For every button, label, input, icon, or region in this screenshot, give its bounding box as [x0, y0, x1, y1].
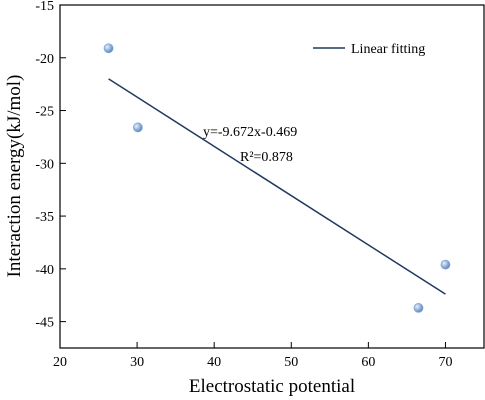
y-tick-label: -20 [35, 52, 54, 67]
point [440, 259, 451, 270]
point [103, 43, 114, 54]
y-tick-label: -25 [35, 105, 54, 120]
y-tick-label: -30 [35, 157, 54, 172]
plot-frame [59, 4, 485, 349]
y-axis-label: Interaction energy(kJ/mol) [4, 75, 25, 278]
point [413, 302, 424, 313]
point [132, 122, 143, 133]
y-tick-label: -35 [35, 210, 54, 225]
x-tick-label: 30 [130, 355, 144, 370]
y-tick-label: -15 [35, 0, 54, 14]
equation: y=-9.672x-0.469 [203, 125, 297, 140]
x-tick-label: 60 [361, 355, 375, 370]
fit-line [108, 78, 446, 295]
y-tick-label: -45 [35, 316, 54, 331]
x-tick-label: 40 [207, 355, 221, 370]
legend-label: Linear fitting [351, 42, 425, 57]
y-tick-label: -40 [35, 263, 54, 278]
x-tick-label: 70 [438, 355, 452, 370]
x-tick-label: 20 [53, 355, 67, 370]
x-tick-label: 50 [284, 355, 298, 370]
x-axis-label: Electrostatic potential [189, 376, 355, 397]
r-squared: R²=0.878 [240, 150, 293, 165]
